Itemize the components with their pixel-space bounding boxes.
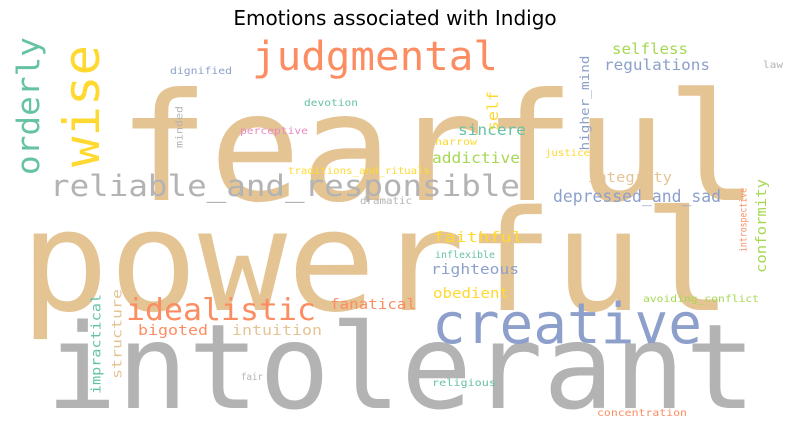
word-dignified: dignified <box>170 66 232 77</box>
word-conformity: conformity <box>754 179 770 273</box>
word-regulations: regulations <box>604 56 710 74</box>
word-fearful: fearful <box>118 62 758 236</box>
word-orderly: orderly <box>11 37 47 175</box>
word-impractical: impractical <box>90 294 105 394</box>
word-religious: religious <box>432 378 496 389</box>
word-self: self <box>484 91 502 131</box>
word-justice: justice <box>545 148 590 159</box>
word-higher-mind: higher_mind <box>578 56 592 151</box>
word-idealistic: idealistic <box>126 293 316 328</box>
word-depressed-and-sad: depressed_and_sad <box>553 187 721 207</box>
word-dramatic: dramatic <box>360 196 412 207</box>
word-introspective: introspective <box>739 188 750 252</box>
word-righteous: righteous <box>431 262 519 278</box>
word-minded: minded <box>175 106 186 148</box>
word-reliable-and-responsible: reliable_and_responsible <box>50 169 520 204</box>
word-avoiding-conflict: avoiding_conflict <box>643 294 759 305</box>
word-structure: structure <box>111 289 126 379</box>
word-obedient: obedient <box>433 286 509 302</box>
word-intuition: intuition <box>232 323 322 339</box>
word-selfless: selfless <box>612 40 688 58</box>
word-devotion: devotion <box>304 98 358 109</box>
word-faithful: faithful <box>433 230 523 246</box>
word-creative: creative <box>432 292 702 357</box>
word-narrow: narrow <box>435 137 478 148</box>
word-addictive: addictive <box>432 149 520 167</box>
word-bigoted: bigoted <box>138 323 208 339</box>
word-sincere: sincere <box>458 121 526 139</box>
word-fair: fair <box>241 372 263 383</box>
word-judgmental: judgmental <box>252 34 498 80</box>
word-concentration: concentration <box>597 408 687 419</box>
word-wise: wise <box>53 45 111 167</box>
chart-title: Emotions associated with Indigo <box>233 6 557 30</box>
word-powerful: powerful <box>20 181 732 344</box>
word-traditions-and-rituals: traditions_and_rituals <box>288 166 430 177</box>
word-intolerant: intolerant <box>46 298 756 429</box>
word-law: law <box>763 60 784 71</box>
word-perceptive: perceptive <box>240 126 308 137</box>
word-fanatical: fanatical <box>330 297 416 313</box>
word-integrity: integrity <box>588 170 672 186</box>
word-inflexible: inflexible <box>435 250 495 261</box>
